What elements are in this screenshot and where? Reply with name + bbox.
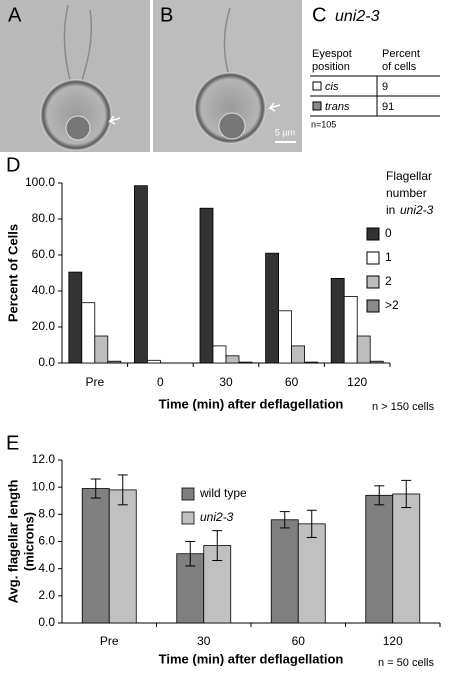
legend-title: in — [386, 203, 395, 217]
micrograph-a — [0, 0, 150, 152]
y-tick-label: 20.0 — [32, 319, 56, 333]
bar — [291, 345, 306, 364]
x-tick-label: 0 — [157, 375, 164, 389]
bar — [238, 361, 253, 364]
x-axis-title: Time (min) after deflagellation — [159, 396, 344, 411]
legend-title: uni2-3 — [400, 203, 434, 217]
panel-label: B — [160, 4, 173, 26]
bar — [107, 360, 122, 364]
legend-label: 0 — [385, 226, 392, 240]
x-tick-label: Pre — [100, 634, 119, 648]
error-bar — [117, 474, 128, 506]
panel-label: A — [8, 4, 22, 26]
bar — [369, 360, 384, 364]
y-tick-label: 0.0 — [38, 355, 55, 369]
y-tick-label: 80.0 — [32, 211, 56, 225]
legend-swatch — [366, 275, 380, 289]
bar — [265, 252, 280, 364]
legend-swatch — [181, 511, 195, 525]
note: n > 150 cells — [372, 401, 435, 413]
legend-swatch — [366, 251, 380, 265]
bar — [356, 335, 371, 364]
x-axis-title: Time (min) after deflagellation — [159, 651, 344, 666]
bar — [146, 359, 161, 364]
bar — [343, 295, 358, 364]
table-header: position — [312, 61, 350, 73]
bar — [108, 489, 137, 624]
legend-swatch — [181, 487, 195, 501]
table-cell: 9 — [382, 81, 388, 93]
bar — [68, 271, 83, 364]
x-tick-label: 120 — [383, 634, 403, 648]
panel-label: E — [6, 432, 19, 454]
x-tick-label: 120 — [347, 375, 367, 389]
table-header: Percent — [382, 48, 420, 60]
bar — [212, 345, 227, 364]
y-axis-title: (microns) — [21, 512, 36, 571]
y-tick-label: 10.0 — [32, 479, 56, 493]
bar — [81, 488, 110, 624]
table-header: Eyespot — [312, 48, 352, 60]
bar — [199, 207, 214, 364]
bar — [81, 302, 96, 364]
y-tick-label: 40.0 — [32, 283, 56, 297]
panel-label: D — [6, 154, 20, 176]
error-bar — [90, 478, 101, 499]
x-tick-label: 30 — [197, 634, 211, 648]
bar — [365, 494, 394, 624]
x-tick-label: Pre — [85, 375, 104, 389]
error-bar — [374, 485, 385, 506]
y-tick-label: 4.0 — [38, 561, 55, 575]
bar — [278, 310, 293, 364]
error-bar — [279, 511, 290, 529]
table: uni2-3 Eyespot position Percent of cells… — [310, 8, 440, 129]
error-bar — [306, 509, 317, 538]
error-bar — [401, 479, 412, 509]
y-tick-label: 0.0 — [38, 615, 55, 629]
legend-title: number — [386, 186, 427, 200]
bar — [94, 335, 109, 364]
x-tick-label: 60 — [285, 375, 299, 389]
x-tick-label: 60 — [292, 634, 306, 648]
bar — [270, 519, 299, 624]
y-tick-label: 12.0 — [32, 452, 56, 466]
bar — [304, 361, 319, 364]
y-tick-label: 60.0 — [32, 247, 56, 261]
scale-bar-label: 5 µm — [275, 127, 295, 137]
panel-label: C — [312, 4, 326, 26]
legend-label: 2 — [385, 274, 392, 288]
table-footnote: n=105 — [311, 119, 336, 129]
bar — [330, 277, 345, 364]
bar — [392, 493, 421, 624]
micrograph-b: 5 µm — [153, 0, 302, 152]
legend-label: uni2-3 — [200, 510, 234, 524]
legend-label: 1 — [385, 250, 392, 264]
table-cell: 91 — [382, 101, 394, 113]
bar — [297, 523, 326, 624]
error-bar — [185, 541, 196, 567]
y-tick-label: 100.0 — [25, 175, 55, 189]
y-tick-label: 2.0 — [38, 588, 55, 602]
legend-label: wild type — [199, 486, 247, 500]
legend-swatch — [366, 227, 380, 241]
x-tick-label: 30 — [219, 375, 233, 389]
note: n = 50 cells — [378, 657, 434, 669]
bar — [225, 355, 240, 364]
table-cell: cis — [325, 81, 339, 93]
y-tick-label: 8.0 — [38, 507, 55, 521]
legend-title: Flagellar — [386, 169, 432, 183]
bar — [133, 185, 148, 364]
table-cell: trans — [325, 101, 350, 113]
table-title: uni2-3 — [335, 8, 380, 25]
legend-label: >2 — [385, 298, 399, 312]
legend-swatch — [366, 299, 380, 313]
table-header: of cells — [382, 61, 417, 73]
y-axis-title: Percent of Cells — [5, 224, 20, 322]
y-tick-label: 6.0 — [38, 534, 55, 548]
y-axis-title: Avg. flagellar length — [5, 480, 20, 604]
error-bar — [212, 530, 223, 562]
